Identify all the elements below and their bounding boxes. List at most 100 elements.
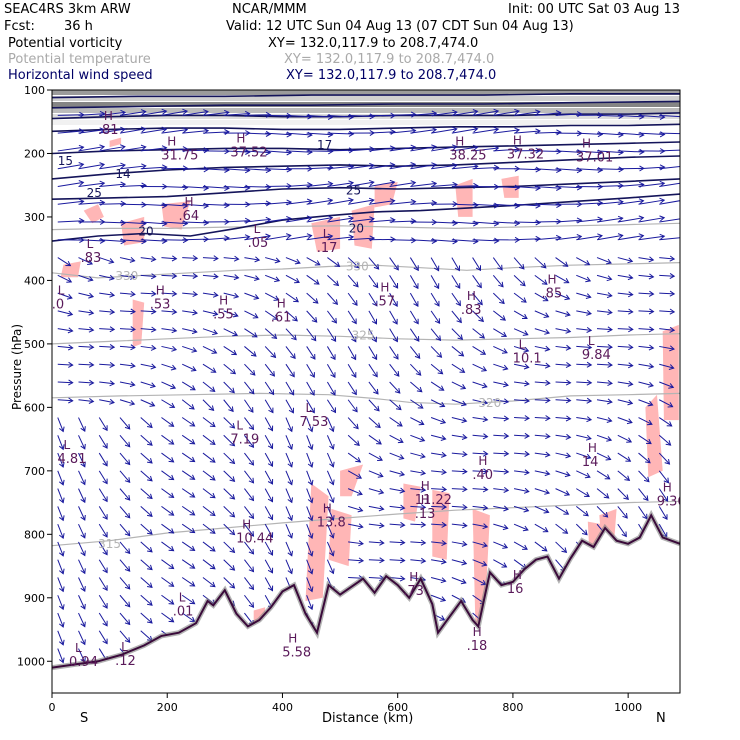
wind-vector [140, 110, 167, 116]
wind-vector-head [668, 364, 675, 370]
wind-vector [576, 168, 603, 171]
wind-vector-head [627, 399, 634, 406]
wind-vector [99, 239, 126, 243]
wind-vector-head [191, 328, 198, 335]
wind-vector-head [102, 460, 108, 467]
wind-vector-head [265, 130, 272, 137]
wind-vector [472, 417, 488, 421]
wind-vector-head [99, 180, 106, 187]
wind-vector-head [472, 109, 479, 115]
terrain-layer [52, 509, 680, 693]
wind-vector-head [669, 290, 676, 297]
wind-vector [223, 417, 235, 429]
wind-vector [368, 181, 395, 187]
wind-vector-head [65, 260, 72, 267]
wind-vector-head [524, 432, 530, 439]
wind-vector [182, 221, 209, 224]
wind-vector [264, 577, 273, 591]
wind-vector-head [410, 180, 417, 187]
wind-vector-head [229, 458, 236, 465]
wind-vector [617, 345, 633, 348]
wind-vector-head [565, 361, 572, 369]
field-theta-xy: XY= 132.0,117.9 to 208.7,474.0 [284, 52, 495, 67]
wind-vector [161, 203, 188, 207]
wind-vector [410, 202, 437, 205]
wind-vector [534, 310, 549, 318]
wind-vector-head [250, 351, 257, 357]
wind-vector [244, 257, 260, 261]
wind-vector [451, 559, 467, 565]
wind-vector [597, 150, 624, 154]
wind-vector [57, 595, 64, 610]
wind-vector [244, 399, 254, 413]
wind-vector [326, 559, 334, 574]
wind-vector [493, 505, 509, 510]
high-marker: H [547, 272, 556, 286]
wind-vector-head [182, 184, 189, 191]
wind-vector [244, 363, 256, 376]
wind-vector [575, 505, 589, 517]
wind-vector [78, 201, 105, 205]
wind-vector [327, 165, 354, 170]
wind-vector [534, 523, 549, 533]
wind-vector [596, 506, 608, 518]
wind-vector [430, 363, 443, 375]
wind-vector-head [232, 330, 239, 337]
wind-vector [264, 274, 280, 282]
wind-vector [638, 182, 665, 187]
wind-vector [534, 399, 550, 402]
wind-vector-head [669, 326, 676, 333]
high-marker: H [478, 454, 487, 468]
wind-vector [285, 506, 293, 521]
wind-vector-head [168, 510, 175, 516]
wind-vector [78, 257, 93, 265]
wind-vector [493, 310, 506, 321]
wind-vector [57, 163, 84, 170]
wind-vector-head [681, 148, 685, 153]
wind-vector-head [327, 233, 334, 240]
wind-vector-head [475, 265, 481, 272]
wind-vector-head [147, 546, 153, 553]
wind-vector-head [229, 494, 236, 500]
wind-vector-head [248, 513, 255, 520]
extremum-value: .0 [52, 298, 64, 313]
wind-vector [430, 275, 440, 289]
wind-vector-head [561, 547, 568, 553]
wind-vector [78, 146, 105, 152]
wind-vector-head [523, 346, 530, 353]
wind-vector [534, 381, 550, 384]
wind-vector-head [378, 488, 385, 495]
wind-vector-head [543, 508, 550, 514]
wind-vector-head [438, 385, 445, 391]
speed-label: 20 [349, 221, 364, 235]
wind-vector-head [501, 331, 508, 337]
wind-vector-head [307, 426, 314, 433]
wind-vector-head [212, 291, 219, 298]
wind-vector-head [147, 422, 153, 429]
low-marker: L [254, 222, 261, 236]
wind-vector [264, 452, 273, 467]
wind-vector [513, 310, 528, 319]
wind-vector [161, 110, 188, 116]
isentrope-label: 330 [115, 269, 138, 283]
wind-vector [223, 434, 235, 447]
wind-vector-head [628, 308, 634, 315]
wind-vector-head [378, 522, 385, 529]
wind-vector-head [586, 361, 593, 368]
wind-vector [99, 128, 125, 134]
wind-vector [98, 559, 108, 573]
wind-vector-head [586, 397, 593, 404]
wind-vector [431, 146, 457, 152]
wind-vector-head [307, 497, 314, 504]
wind-vector-head [397, 437, 404, 444]
wind-vector [264, 292, 279, 301]
wind-vector-head [232, 311, 239, 318]
wind-vector [347, 328, 357, 342]
wind-vector-head [189, 404, 195, 410]
wind-vector [119, 541, 131, 554]
wind-vector [202, 523, 216, 534]
wind-vector [658, 452, 670, 465]
wind-vector [431, 184, 458, 187]
wind-vector [78, 488, 86, 503]
wind-vector [555, 541, 567, 553]
